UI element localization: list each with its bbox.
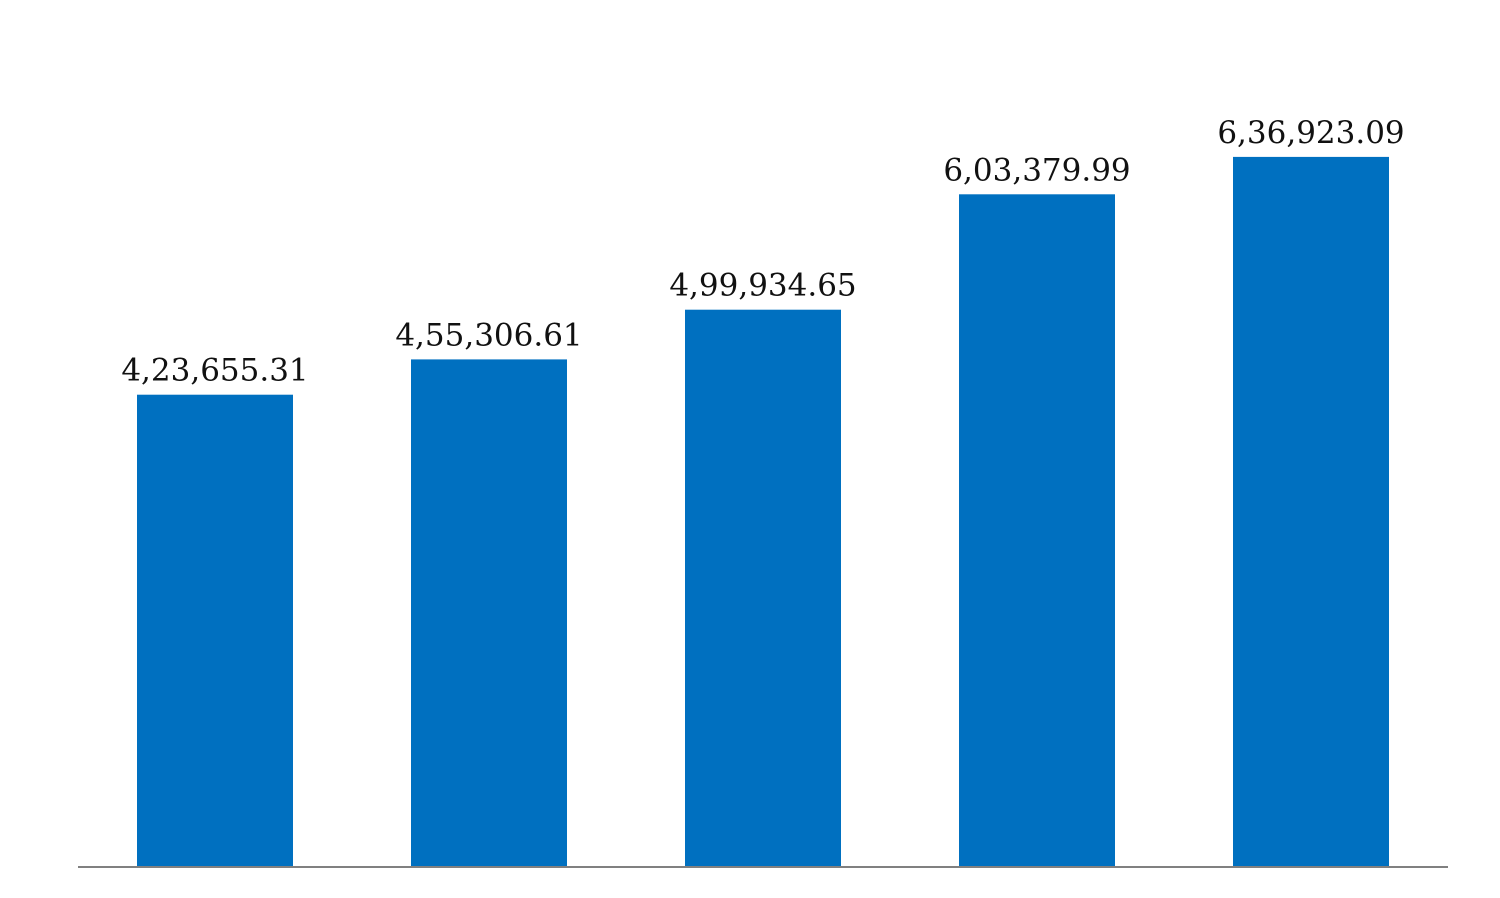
bar-2 (411, 359, 567, 867)
bar-5 (1233, 156, 1389, 867)
data-label-5: 6,36,923.09 (1217, 115, 1404, 151)
data-label-1: 4,23,655.31 (121, 353, 308, 389)
data-labels-layer: 4,23,655.31 4,55,306.61 4,99,934.65 6,03,37… (121, 115, 1404, 389)
bars-layer (137, 156, 1389, 868)
bar-4 (959, 194, 1115, 868)
data-label-2: 4,55,306.61 (395, 317, 582, 353)
bar-1 (137, 394, 293, 867)
data-label-4: 6,03,379.99 (943, 152, 1130, 188)
data-label-3: 4,99,934.65 (669, 268, 856, 304)
bar-3 (685, 309, 841, 867)
